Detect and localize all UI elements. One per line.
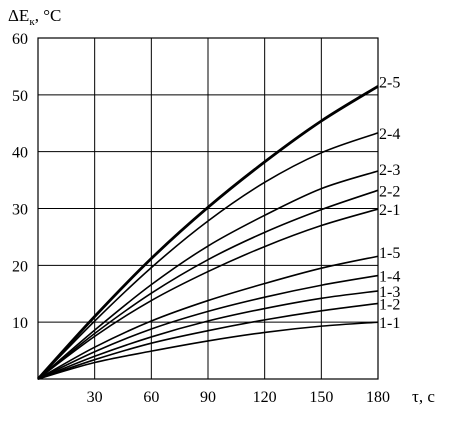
series-label-2-1: 2-1 (379, 202, 400, 219)
x-axis-title: τ, с (412, 387, 435, 406)
y-tick-label: 50 (12, 88, 28, 105)
grid (37, 37, 379, 380)
series-label-2-3: 2-3 (379, 162, 400, 179)
series-line-2-5 (36, 85, 379, 380)
y-tick-label: 60 (12, 31, 28, 48)
curves (36, 85, 379, 380)
series-label-1-4: 1-4 (379, 269, 400, 286)
series-label-1-3: 1-3 (379, 284, 400, 301)
x-tick-label: 90 (200, 389, 216, 406)
y-tick-label: 40 (12, 145, 28, 162)
series-label-1-2: 1-2 (379, 296, 400, 313)
y-axis-title-subscript: к (29, 16, 35, 28)
series-line-1-1 (37, 321, 379, 380)
series-labels: 1-1 1-21-31-4 1-5 2-1 2-2 2-3 2-4 2-5 (379, 74, 400, 332)
y-tick-label: 10 (12, 315, 28, 332)
plot-frame (37, 37, 379, 380)
series-line-2-4 (37, 132, 379, 380)
tick-labels: 30 60 90 120 150 180 10 20 30 40 50 60 (12, 31, 390, 406)
y-tick-label: 30 (12, 202, 28, 219)
series-label-1-5: 1-5 (379, 245, 400, 262)
series-line-1-3 (37, 290, 379, 380)
series-line-2-2 (37, 189, 379, 380)
series-line-2-3 (37, 170, 379, 380)
series-label-2-5: 2-5 (379, 74, 400, 91)
y-axis-title: ΔEк, °C (8, 6, 61, 28)
x-tick-label: 120 (253, 389, 277, 406)
x-tick-label: 150 (309, 389, 333, 406)
series-line-1-5 (37, 255, 379, 380)
series-line-1-2 (37, 302, 379, 380)
y-tick-label: 20 (12, 258, 28, 275)
series-line-1-4 (37, 274, 379, 380)
x-tick-label: 180 (366, 389, 390, 406)
series-label-2-4: 2-4 (379, 126, 400, 143)
y-axis-title-unit: , °C (35, 6, 62, 25)
series-line-2-1 (37, 208, 379, 380)
series-label-1-1: 1-1 (379, 315, 400, 332)
series-label-2-2: 2-2 (379, 183, 400, 200)
x-tick-label: 60 (143, 389, 159, 406)
x-tick-label: 30 (87, 389, 103, 406)
